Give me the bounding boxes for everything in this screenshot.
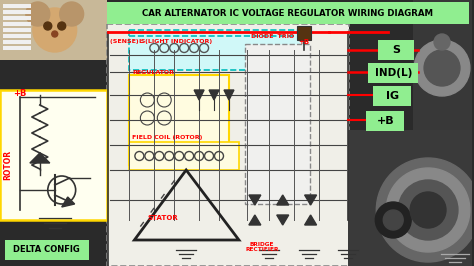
Circle shape bbox=[383, 210, 403, 230]
Circle shape bbox=[376, 158, 474, 262]
Bar bbox=[3, 34, 31, 38]
Text: +B: +B bbox=[13, 89, 27, 98]
Bar bbox=[413, 0, 472, 130]
Text: STATOR: STATOR bbox=[147, 215, 178, 221]
Circle shape bbox=[375, 202, 411, 238]
Bar bbox=[3, 22, 31, 26]
Text: (SENSE) S: (SENSE) S bbox=[109, 39, 145, 44]
Polygon shape bbox=[224, 90, 234, 100]
Circle shape bbox=[398, 180, 458, 240]
Bar bbox=[348, 130, 472, 266]
Text: CAR ALTERNATOR IC VOLTAGE REGULATOR WIRING DIAGRAM: CAR ALTERNATOR IC VOLTAGE REGULATOR WIRI… bbox=[142, 9, 433, 18]
Bar bbox=[129, 142, 239, 170]
Bar bbox=[129, 75, 229, 165]
Circle shape bbox=[58, 22, 66, 30]
Circle shape bbox=[410, 192, 446, 228]
Text: +B: +B bbox=[299, 39, 310, 45]
Bar bbox=[3, 46, 31, 50]
Polygon shape bbox=[30, 153, 50, 163]
Text: REGULATOR: REGULATOR bbox=[132, 69, 174, 74]
Bar bbox=[3, 40, 31, 44]
Text: DELTA CONFIG: DELTA CONFIG bbox=[13, 246, 80, 255]
Polygon shape bbox=[249, 215, 261, 225]
Bar bbox=[3, 10, 31, 14]
Circle shape bbox=[434, 34, 450, 50]
Polygon shape bbox=[62, 197, 75, 207]
Polygon shape bbox=[194, 90, 204, 100]
Circle shape bbox=[44, 22, 52, 30]
Text: IND(L): IND(L) bbox=[374, 68, 412, 78]
Bar bbox=[368, 63, 418, 83]
Polygon shape bbox=[305, 195, 317, 205]
Text: ROTOR: ROTOR bbox=[3, 150, 12, 180]
Circle shape bbox=[52, 31, 58, 37]
Bar bbox=[107, 24, 349, 266]
Polygon shape bbox=[209, 90, 219, 100]
Bar bbox=[245, 44, 310, 204]
Bar bbox=[378, 40, 414, 60]
Circle shape bbox=[424, 50, 460, 86]
Bar bbox=[0, 90, 107, 220]
Bar bbox=[5, 240, 89, 260]
Text: FIELD COIL (ROTOR): FIELD COIL (ROTOR) bbox=[132, 135, 203, 140]
Bar bbox=[107, 2, 469, 24]
Polygon shape bbox=[249, 195, 261, 205]
Bar bbox=[3, 28, 31, 32]
Bar bbox=[3, 16, 31, 20]
Circle shape bbox=[60, 2, 83, 26]
Text: L (LIGHT INDICATOR): L (LIGHT INDICATOR) bbox=[139, 39, 212, 44]
Bar bbox=[297, 26, 310, 40]
Text: DIODE  TRIO: DIODE TRIO bbox=[251, 34, 294, 39]
Circle shape bbox=[26, 2, 50, 26]
Bar bbox=[3, 4, 31, 8]
Polygon shape bbox=[277, 195, 289, 205]
Text: S: S bbox=[392, 45, 400, 55]
Bar bbox=[366, 111, 404, 131]
Circle shape bbox=[414, 40, 470, 96]
Circle shape bbox=[386, 168, 470, 252]
Polygon shape bbox=[277, 215, 289, 225]
Bar bbox=[374, 86, 411, 106]
Bar bbox=[129, 30, 304, 70]
Text: IG: IG bbox=[386, 91, 399, 101]
Circle shape bbox=[33, 8, 77, 52]
Text: +B: +B bbox=[376, 116, 394, 126]
Bar bbox=[0, 0, 107, 60]
Text: BRIDGE
RECTIFIER: BRIDGE RECTIFIER bbox=[245, 242, 279, 252]
Polygon shape bbox=[305, 215, 317, 225]
